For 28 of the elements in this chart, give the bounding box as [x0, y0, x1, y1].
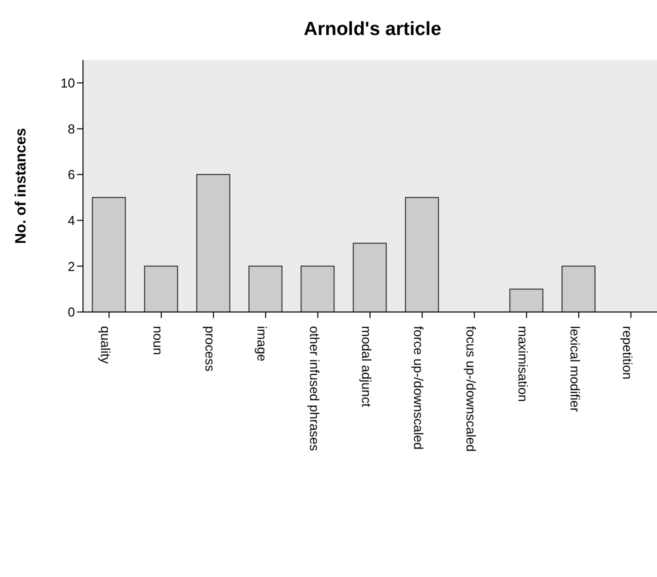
y-tick-label: 10	[60, 76, 75, 91]
bar	[248, 266, 282, 312]
x-tick-label: maximisation	[516, 326, 531, 402]
y-tick-label: 2	[68, 258, 75, 274]
y-tick-label: 8	[68, 121, 75, 136]
x-tick-label: modal adjunct	[359, 326, 374, 408]
y-tick-label: 4	[68, 212, 75, 228]
bar	[562, 266, 596, 312]
x-tick-label: noun	[150, 326, 166, 355]
bar	[300, 266, 335, 312]
x-tick-label: image	[254, 326, 270, 362]
x-tick-label: quality	[98, 326, 114, 364]
bar	[404, 196, 439, 312]
chart-title: Arnold's article	[302, 18, 442, 42]
x-tick-label: focus up-/downscaled	[463, 326, 478, 452]
bar	[92, 196, 126, 312]
x-tick-label: lexical modifier	[568, 326, 583, 413]
x-tick-label: force up-/downscaled	[411, 326, 426, 450]
x-tick-label: repetition	[620, 326, 635, 380]
x-tick-label: other infused phrases	[306, 326, 322, 452]
bar	[144, 266, 178, 312]
x-tick-label: process	[202, 326, 218, 372]
y-tick-label: 0	[68, 304, 75, 320]
bar	[509, 288, 544, 312]
bar	[196, 174, 230, 312]
bar	[352, 242, 387, 312]
y-tick-label: 6	[68, 167, 75, 182]
y-axis-title: No. of instances	[12, 128, 30, 244]
